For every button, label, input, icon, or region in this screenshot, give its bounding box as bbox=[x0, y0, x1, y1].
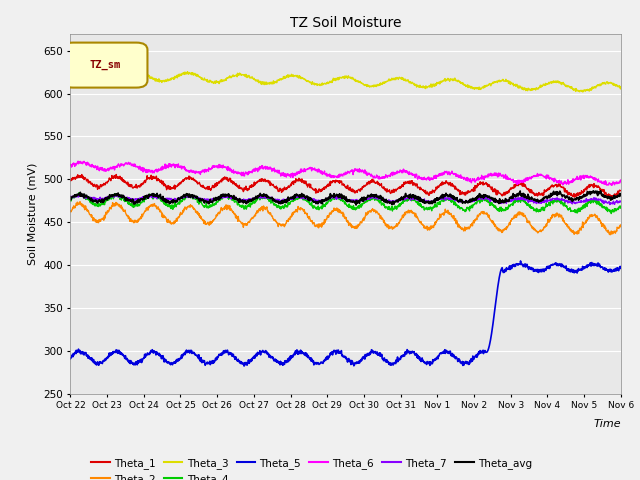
Theta_6 bbox=[617, 178, 625, 184]
Theta_7 bbox=[380, 197, 388, 203]
Theta_6 bbox=[322, 172, 330, 178]
Theta_5 bbox=[132, 362, 140, 368]
Theta_1 bbox=[380, 184, 388, 190]
FancyBboxPatch shape bbox=[62, 43, 147, 87]
Theta_2 bbox=[380, 217, 388, 223]
Theta_3 bbox=[132, 69, 140, 74]
Theta_1 bbox=[617, 188, 625, 193]
Theta_3 bbox=[109, 77, 117, 83]
Theta_1 bbox=[300, 179, 308, 184]
Line: Theta_5: Theta_5 bbox=[70, 261, 621, 366]
Theta_4 bbox=[617, 204, 625, 210]
Text: TZ_sm: TZ_sm bbox=[90, 60, 121, 70]
Theta_1 bbox=[322, 185, 330, 191]
Theta_5 bbox=[300, 352, 308, 358]
Line: Theta_avg: Theta_avg bbox=[70, 191, 621, 205]
Theta_avg bbox=[380, 198, 388, 204]
Theta_6 bbox=[74, 158, 82, 164]
Theta_2 bbox=[617, 222, 625, 228]
Theta_1 bbox=[312, 190, 319, 196]
Theta_3 bbox=[79, 68, 87, 73]
Theta_5 bbox=[240, 363, 248, 369]
Theta_avg bbox=[617, 192, 625, 197]
Theta_3 bbox=[617, 85, 625, 91]
Theta_4 bbox=[67, 198, 74, 204]
Title: TZ Soil Moisture: TZ Soil Moisture bbox=[290, 16, 401, 30]
Theta_7 bbox=[300, 196, 308, 202]
Theta_avg bbox=[352, 202, 360, 208]
Theta_7 bbox=[322, 196, 330, 202]
Theta_1 bbox=[67, 178, 74, 183]
Theta_7 bbox=[617, 199, 625, 204]
Y-axis label: Soil Moisture (mV): Soil Moisture (mV) bbox=[28, 162, 38, 265]
Theta_7 bbox=[67, 193, 74, 199]
Theta_2 bbox=[76, 199, 84, 204]
Theta_avg bbox=[312, 199, 319, 205]
Theta_4 bbox=[312, 205, 319, 211]
Theta_1 bbox=[132, 185, 140, 191]
Theta_2 bbox=[312, 223, 319, 228]
Theta_6 bbox=[109, 165, 117, 170]
Legend: Theta_1, Theta_2, Theta_3, Theta_4, Theta_5, Theta_6, Theta_7, Theta_avg: Theta_1, Theta_2, Theta_3, Theta_4, Thet… bbox=[86, 454, 536, 480]
Theta_4 bbox=[607, 211, 615, 216]
Theta_5 bbox=[322, 358, 330, 363]
Line: Theta_4: Theta_4 bbox=[70, 193, 621, 214]
Theta_1 bbox=[571, 194, 579, 200]
Theta_3 bbox=[380, 80, 388, 85]
Theta_2 bbox=[132, 218, 140, 224]
Theta_2 bbox=[322, 218, 330, 224]
Theta_avg bbox=[300, 192, 308, 198]
Theta_3 bbox=[579, 89, 586, 95]
Theta_3 bbox=[67, 73, 74, 79]
Theta_2 bbox=[109, 203, 117, 209]
Theta_avg bbox=[109, 192, 117, 198]
Theta_avg bbox=[132, 200, 140, 205]
Theta_4 bbox=[75, 190, 83, 196]
Theta_6 bbox=[132, 164, 140, 170]
Line: Theta_3: Theta_3 bbox=[70, 71, 621, 92]
Theta_4 bbox=[132, 202, 140, 208]
Theta_3 bbox=[300, 76, 308, 82]
Line: Theta_6: Theta_6 bbox=[70, 161, 621, 185]
Theta_avg bbox=[321, 198, 329, 204]
Theta_6 bbox=[608, 182, 616, 188]
Theta_2 bbox=[300, 207, 308, 213]
Theta_6 bbox=[380, 175, 388, 181]
Theta_4 bbox=[300, 195, 308, 201]
Theta_7 bbox=[312, 198, 319, 204]
Text: Time: Time bbox=[593, 419, 621, 429]
Theta_7 bbox=[132, 197, 140, 203]
Line: Theta_7: Theta_7 bbox=[70, 194, 621, 204]
Theta_2 bbox=[606, 232, 614, 238]
Line: Theta_1: Theta_1 bbox=[70, 175, 621, 197]
Theta_6 bbox=[312, 168, 319, 173]
Theta_5 bbox=[67, 356, 74, 361]
Theta_5 bbox=[516, 258, 524, 264]
Theta_6 bbox=[300, 166, 308, 171]
Theta_7 bbox=[109, 193, 117, 199]
Theta_2 bbox=[67, 208, 74, 214]
Theta_4 bbox=[380, 203, 388, 208]
Theta_7 bbox=[606, 202, 614, 207]
Theta_avg bbox=[596, 188, 604, 193]
Theta_7 bbox=[74, 192, 81, 197]
Theta_5 bbox=[109, 349, 117, 355]
Line: Theta_2: Theta_2 bbox=[70, 202, 621, 235]
Theta_1 bbox=[109, 175, 117, 180]
Theta_3 bbox=[312, 82, 319, 87]
Theta_4 bbox=[109, 196, 117, 202]
Theta_5 bbox=[380, 356, 388, 362]
Theta_4 bbox=[322, 202, 330, 208]
Theta_avg bbox=[67, 194, 74, 200]
Theta_6 bbox=[67, 162, 74, 168]
Theta_1 bbox=[113, 172, 120, 178]
Theta_5 bbox=[312, 360, 319, 366]
Theta_3 bbox=[322, 81, 330, 87]
Theta_5 bbox=[617, 264, 625, 270]
